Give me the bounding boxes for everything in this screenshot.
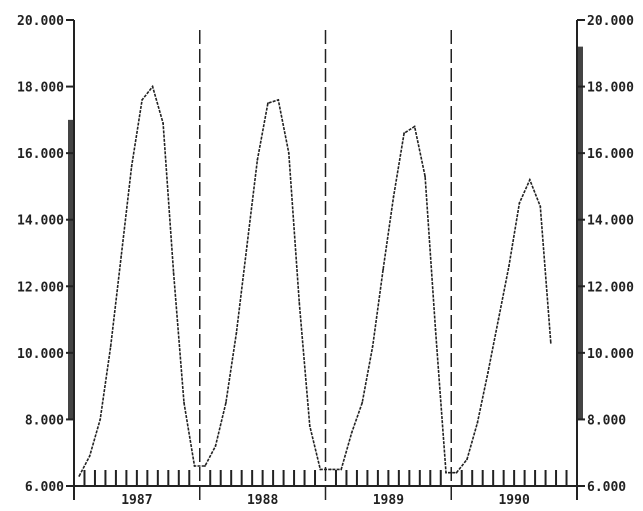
data-point	[382, 268, 385, 271]
data-point	[109, 345, 112, 348]
data-point	[204, 465, 206, 467]
data-point	[88, 455, 91, 457]
right-y-tick-label: 18.000	[587, 81, 634, 96]
data-point	[476, 421, 479, 424]
left-y-tick-label: 16.000	[17, 147, 64, 162]
year-label: 1989	[373, 493, 404, 508]
data-point	[214, 445, 217, 447]
left-y-tick-label: 12.000	[17, 280, 64, 295]
data-point	[340, 468, 343, 471]
year-label: 1987	[121, 493, 152, 508]
data-point	[528, 178, 531, 181]
right-y-tick-label: 8.000	[587, 413, 626, 428]
year-divider-lines	[199, 30, 452, 502]
data-point	[319, 468, 322, 471]
data-point	[350, 431, 353, 434]
data-point	[308, 425, 311, 427]
left-axis-band	[68, 119, 73, 420]
series-line	[78, 84, 552, 477]
data-point	[371, 345, 374, 348]
year-label: 1988	[247, 493, 278, 508]
left-y-tick-label: 18.000	[17, 81, 64, 96]
data-point	[518, 202, 521, 204]
data-point	[497, 318, 500, 321]
data-point	[455, 471, 458, 474]
right-y-axis: 6.000 8.000 10.000 12.000 14.000 16.000 18.000…	[577, 14, 634, 495]
data-point	[162, 122, 164, 125]
data-point	[507, 265, 510, 268]
left-y-axis: 6.000 8.000 10.000 12.000 14.000 16.000 18.000…	[17, 14, 74, 495]
data-point	[99, 418, 102, 421]
data-point	[151, 85, 154, 88]
data-point	[120, 255, 123, 258]
data-point	[130, 165, 133, 168]
data-point	[434, 328, 437, 331]
right-axis-band	[578, 46, 583, 420]
data-point	[287, 152, 290, 155]
data-point	[246, 245, 248, 248]
data-point	[266, 102, 269, 105]
data-point	[329, 468, 332, 471]
data-point	[361, 401, 364, 404]
left-y-tick-label: 10.000	[17, 347, 64, 362]
right-y-tick-label: 10.000	[587, 347, 634, 362]
month-tick-marks	[83, 470, 568, 486]
right-y-tick-label: 20.000	[587, 14, 634, 29]
year-label: 1990	[498, 493, 529, 508]
data-point	[225, 401, 227, 404]
right-y-tick-label: 14.000	[587, 214, 634, 229]
data-point	[392, 195, 395, 198]
data-point	[183, 401, 185, 404]
left-y-tick-label: 6.000	[25, 480, 64, 495]
data-point	[277, 98, 280, 101]
data-point	[298, 302, 301, 304]
right-y-tick-label: 16.000	[587, 147, 634, 162]
x-axis-year-labels: 1987 1988 1989 1990	[121, 493, 530, 508]
data-point	[466, 458, 468, 461]
left-y-tick-label: 20.000	[17, 14, 64, 29]
right-y-tick-label: 12.000	[587, 280, 634, 295]
data-point	[235, 331, 238, 334]
data-point	[141, 98, 144, 101]
data-point	[256, 158, 259, 161]
data-point	[172, 272, 175, 274]
right-y-tick-label: 6.000	[587, 480, 626, 495]
data-point	[539, 205, 542, 208]
data-point	[445, 471, 447, 474]
data-point	[403, 132, 405, 135]
data-point	[549, 341, 552, 344]
data-point	[487, 371, 489, 374]
data-point	[424, 175, 426, 178]
left-y-tick-label: 8.000	[25, 413, 64, 428]
left-y-tick-label: 14.000	[17, 214, 64, 229]
series-layer	[78, 84, 552, 477]
data-point	[413, 125, 416, 128]
data-point	[193, 465, 196, 467]
data-point	[78, 475, 81, 477]
